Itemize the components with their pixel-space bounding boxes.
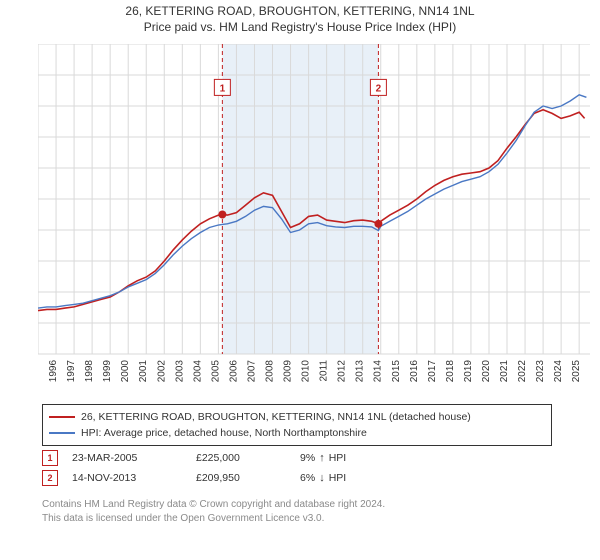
svg-text:2022: 2022	[517, 360, 528, 383]
svg-text:1999: 1999	[102, 360, 113, 383]
arrow-down-icon: ↓	[319, 472, 325, 484]
attribution: Contains HM Land Registry data © Crown c…	[42, 498, 562, 525]
svg-text:2003: 2003	[174, 360, 185, 383]
svg-text:2024: 2024	[553, 360, 564, 383]
marker-diff-label: HPI	[329, 472, 347, 484]
marker-date: 23-MAR-2005	[72, 452, 182, 464]
marker-date: 14-NOV-2013	[72, 472, 182, 484]
legend-swatch	[49, 416, 75, 418]
svg-text:2017: 2017	[427, 360, 438, 383]
legend-swatch	[49, 432, 75, 434]
svg-text:2010: 2010	[301, 360, 312, 383]
svg-text:1996: 1996	[48, 360, 59, 383]
attribution-line: Contains HM Land Registry data © Crown c…	[42, 498, 562, 512]
svg-text:2004: 2004	[192, 360, 203, 383]
svg-text:2014: 2014	[373, 360, 384, 383]
markers-table: 1 23-MAR-2005 £225,000 9% ↑ HPI 2 14-NOV…	[42, 448, 552, 488]
chart-area: £0£50K£100K£150K£200K£250K£300K£350K£400…	[38, 44, 590, 394]
attribution-line: This data is licensed under the Open Gov…	[42, 512, 562, 526]
chart-title-address: 26, KETTERING ROAD, BROUGHTON, KETTERING…	[0, 4, 600, 18]
svg-text:2018: 2018	[445, 360, 456, 383]
svg-text:2023: 2023	[535, 360, 546, 383]
svg-text:2012: 2012	[337, 360, 348, 383]
svg-text:1997: 1997	[66, 360, 77, 383]
marker-price: £209,950	[196, 472, 286, 484]
marker-diff-label: HPI	[329, 452, 347, 464]
svg-text:2001: 2001	[138, 360, 149, 383]
svg-text:2011: 2011	[319, 360, 330, 382]
svg-text:2007: 2007	[246, 360, 257, 383]
chart-title-subtitle: Price paid vs. HM Land Registry's House …	[0, 20, 600, 34]
marker-diff: 9% ↑ HPI	[300, 452, 390, 464]
svg-text:2015: 2015	[391, 360, 402, 383]
svg-text:2: 2	[376, 83, 382, 94]
svg-text:2009: 2009	[283, 360, 294, 383]
legend-row: 26, KETTERING ROAD, BROUGHTON, KETTERING…	[49, 409, 545, 425]
chart-svg: £0£50K£100K£150K£200K£250K£300K£350K£400…	[38, 44, 590, 394]
svg-text:2013: 2013	[355, 360, 366, 383]
arrow-up-icon: ↑	[319, 452, 325, 464]
svg-text:2005: 2005	[210, 360, 221, 383]
svg-text:1998: 1998	[84, 360, 95, 383]
legend-label: HPI: Average price, detached house, Nort…	[81, 427, 367, 439]
svg-text:2019: 2019	[463, 360, 474, 383]
svg-text:2008: 2008	[265, 360, 276, 383]
legend: 26, KETTERING ROAD, BROUGHTON, KETTERING…	[42, 404, 552, 446]
marker-row: 1 23-MAR-2005 £225,000 9% ↑ HPI	[42, 448, 552, 468]
svg-text:2020: 2020	[481, 360, 492, 383]
legend-row: HPI: Average price, detached house, Nort…	[49, 425, 545, 441]
marker-diff-pct: 9%	[300, 452, 315, 464]
marker-badge: 1	[42, 450, 58, 466]
svg-text:2006: 2006	[228, 360, 239, 383]
marker-diff: 6% ↓ HPI	[300, 472, 390, 484]
svg-text:2002: 2002	[156, 360, 167, 383]
svg-text:1995: 1995	[38, 360, 41, 383]
marker-badge: 2	[42, 470, 58, 486]
svg-text:2016: 2016	[409, 360, 420, 383]
svg-text:2021: 2021	[499, 360, 510, 383]
marker-price: £225,000	[196, 452, 286, 464]
svg-text:1: 1	[220, 83, 226, 94]
legend-label: 26, KETTERING ROAD, BROUGHTON, KETTERING…	[81, 411, 471, 423]
marker-diff-pct: 6%	[300, 472, 315, 484]
svg-text:2000: 2000	[120, 360, 131, 383]
svg-text:2025: 2025	[571, 360, 582, 383]
marker-row: 2 14-NOV-2013 £209,950 6% ↓ HPI	[42, 468, 552, 488]
